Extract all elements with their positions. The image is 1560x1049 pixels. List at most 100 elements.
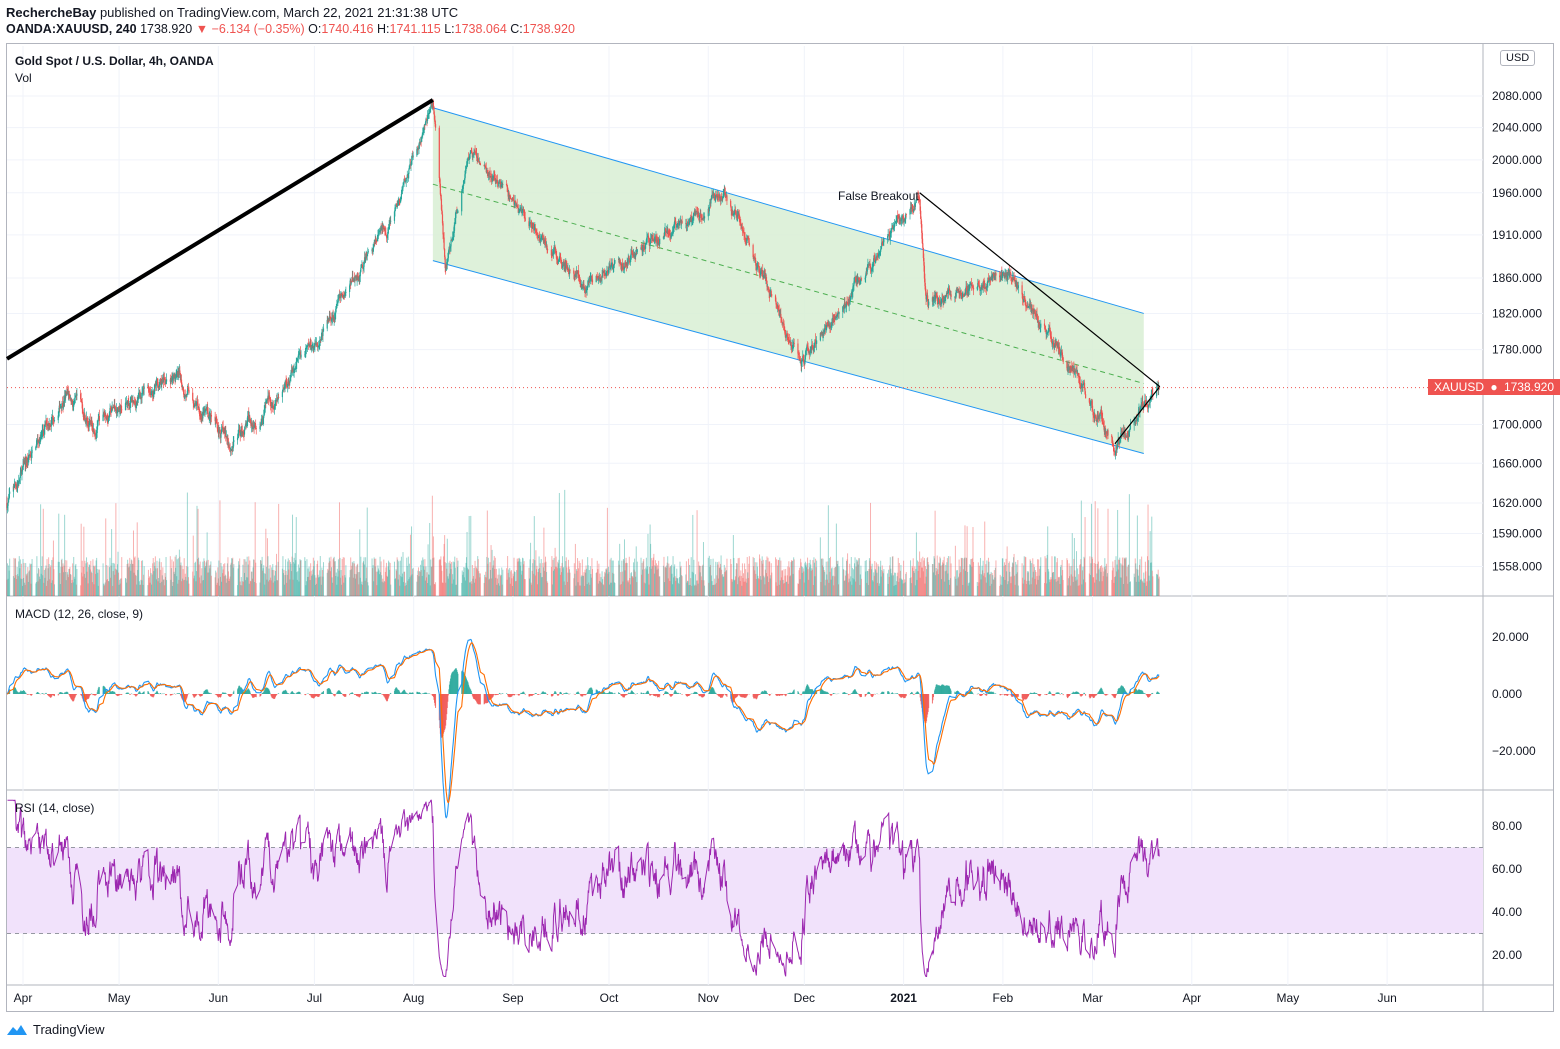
volume-bar: [151, 584, 153, 596]
candle-body: [758, 270, 761, 273]
candle-body: [508, 193, 510, 197]
time-tick-label: Jun: [1377, 991, 1396, 1005]
candle-body: [774, 295, 777, 301]
candle-body: [647, 235, 650, 239]
volume-bar: [39, 576, 41, 596]
candle-body: [590, 277, 592, 279]
candle-body: [687, 222, 690, 224]
volume-bar: [110, 577, 112, 596]
volume-bar: [440, 556, 442, 596]
candle-body: [850, 294, 852, 297]
volume-bar: [428, 574, 430, 596]
candle-body: [698, 213, 700, 217]
candle-body: [662, 236, 665, 239]
volume-bar: [588, 582, 590, 596]
volume-bar: [556, 566, 558, 596]
candle-body: [1055, 342, 1057, 344]
volume-bar: [299, 559, 301, 596]
candle-body: [1052, 342, 1055, 346]
volume-bar: [450, 568, 452, 596]
candle-body: [427, 114, 429, 116]
volume-bar: [720, 555, 722, 596]
candle-body: [462, 184, 464, 189]
candle-body: [406, 177, 408, 179]
volume-bar: [376, 571, 378, 596]
candle-body: [768, 289, 770, 294]
candle-body: [922, 247, 924, 258]
volume-bar: [596, 572, 598, 596]
volume-bar: [576, 570, 578, 596]
volume-bar: [511, 578, 513, 596]
candle-body: [783, 323, 785, 327]
candle-body: [1021, 285, 1023, 295]
candle-body: [874, 258, 876, 262]
volume-bar: [628, 580, 630, 596]
candle-body: [248, 412, 250, 418]
volume-bar: [723, 564, 725, 596]
volume-bar: [218, 560, 220, 596]
volume-bar: [31, 563, 33, 596]
volume-bar: [247, 564, 249, 596]
candle-body: [154, 383, 156, 389]
volume-bar: [259, 582, 261, 596]
candle-body: [433, 106, 435, 115]
candle-body: [1149, 402, 1151, 404]
candle-body: [531, 224, 533, 228]
volume-bar: [318, 576, 320, 596]
volume-bar: [475, 578, 477, 596]
volume-bar: [464, 567, 466, 596]
ohlc-line: OANDA:XAUUSD, 240 1738.920 ▼ −6.134 (−0.…: [6, 22, 575, 36]
volume-bar: [454, 567, 456, 596]
volume-bar: [748, 556, 750, 596]
candle-body: [513, 200, 515, 205]
candle-body: [430, 106, 432, 109]
volume-bar: [360, 556, 362, 596]
candle-body: [935, 296, 937, 299]
volume-bar: [702, 564, 704, 596]
candle-body: [613, 263, 615, 266]
volume-bar: [759, 554, 761, 596]
volume-bar: [484, 574, 486, 596]
volume-bar: [717, 564, 719, 596]
volume-bar: [443, 556, 445, 596]
volume-bar: [478, 571, 480, 596]
candle-body: [519, 209, 522, 210]
volume-bar: [62, 563, 64, 596]
volume-bar: [232, 567, 234, 596]
candle-body: [542, 235, 544, 239]
candle-body: [1094, 414, 1096, 418]
volume-bar: [402, 552, 404, 596]
volume-bar: [206, 560, 208, 596]
volume-bar: [613, 573, 615, 596]
volume-bar: [512, 573, 514, 596]
candle-body: [595, 276, 597, 283]
volume-bar: [27, 567, 29, 596]
volume-bar: [206, 532, 208, 596]
candle-body: [407, 173, 409, 178]
volume-bar: [550, 566, 552, 596]
volume-bar: [216, 584, 218, 596]
candle-body: [809, 350, 811, 355]
candle-body: [174, 374, 176, 379]
volume-bar: [516, 570, 518, 596]
volume-bar: [86, 571, 88, 596]
candle-body: [493, 175, 495, 176]
volume-bar: [520, 561, 522, 596]
candle-body: [735, 213, 737, 215]
candle-body: [50, 421, 52, 427]
volume-bar: [696, 580, 698, 596]
candle-body: [469, 154, 471, 158]
volume-bar: [596, 560, 598, 596]
volume-bar: [116, 570, 118, 596]
volume-bar: [733, 580, 735, 596]
candle-body: [558, 257, 560, 261]
author-name[interactable]: RechercheBay: [6, 5, 97, 20]
candle-body: [14, 484, 17, 485]
candle-body: [457, 211, 459, 213]
volume-bar: [756, 562, 758, 596]
candle-body: [306, 346, 309, 347]
volume-bar: [106, 580, 108, 596]
volume-bar: [385, 562, 387, 596]
volume-bar: [485, 571, 487, 596]
